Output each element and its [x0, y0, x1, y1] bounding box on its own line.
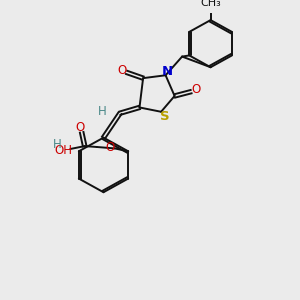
Text: OH: OH	[55, 144, 73, 157]
Text: H: H	[53, 139, 62, 152]
Text: O: O	[117, 64, 126, 76]
Text: S: S	[160, 110, 169, 123]
Text: O: O	[191, 83, 200, 96]
Text: CH₃: CH₃	[201, 0, 222, 8]
Text: O: O	[105, 141, 115, 154]
Text: N: N	[161, 65, 173, 78]
Text: O: O	[76, 121, 85, 134]
Text: H: H	[98, 105, 107, 118]
